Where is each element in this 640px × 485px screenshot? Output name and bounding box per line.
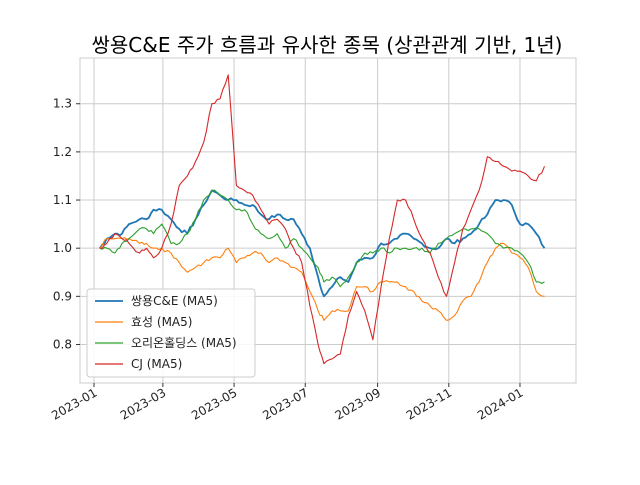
series-layer [99, 74, 546, 365]
y-tick-label: 1.1 [53, 193, 72, 207]
x-tick-label: 2023-09 [333, 385, 383, 422]
y-axis: 0.8 0.9 1.0 1.1 1.2 1.3 [53, 97, 80, 351]
plot-frame [79, 57, 577, 384]
y-tick-label: 1.2 [53, 145, 72, 159]
series-line-1 [99, 189, 546, 298]
grid [80, 58, 576, 383]
x-tick-label: 2023-11 [404, 385, 454, 422]
legend-box [86, 288, 256, 378]
chart-title: 쌍용C&E 주가 흐름과 유사한 종목 (상관관계 기반, 1년) [92, 33, 563, 57]
x-tick-label: 2023-05 [189, 385, 239, 422]
y-tick-label: 0.8 [53, 337, 72, 351]
y-tick-label: 1.0 [53, 241, 72, 255]
x-axis: 2023-01 2023-03 2023-05 2023-07 2023-09 2023-… [49, 383, 525, 423]
legend-label: 효성 (MA5) [131, 315, 192, 329]
series-line-4 [99, 74, 546, 365]
legend-label: 쌍용C&E (MA5) [131, 294, 218, 308]
x-tick-label: 2023-01 [49, 385, 99, 422]
x-tick-label: 2024-01 [475, 385, 525, 422]
legend-label: 오리온홀딩스 (MA5) [131, 336, 237, 350]
legend-label: CJ (MA5) [131, 357, 182, 371]
x-tick-label: 2023-07 [260, 385, 310, 422]
legend: 쌍용C&E (MA5) 효성 (MA5) 오리온홀딩스 (MA5) CJ (MA5) [86, 288, 256, 378]
x-tick-label: 2023-03 [118, 385, 168, 422]
y-tick-label: 1.3 [53, 97, 72, 111]
series-line-2 [99, 237, 545, 321]
series-line-3 [99, 189, 545, 288]
y-tick-label: 0.9 [53, 289, 72, 303]
